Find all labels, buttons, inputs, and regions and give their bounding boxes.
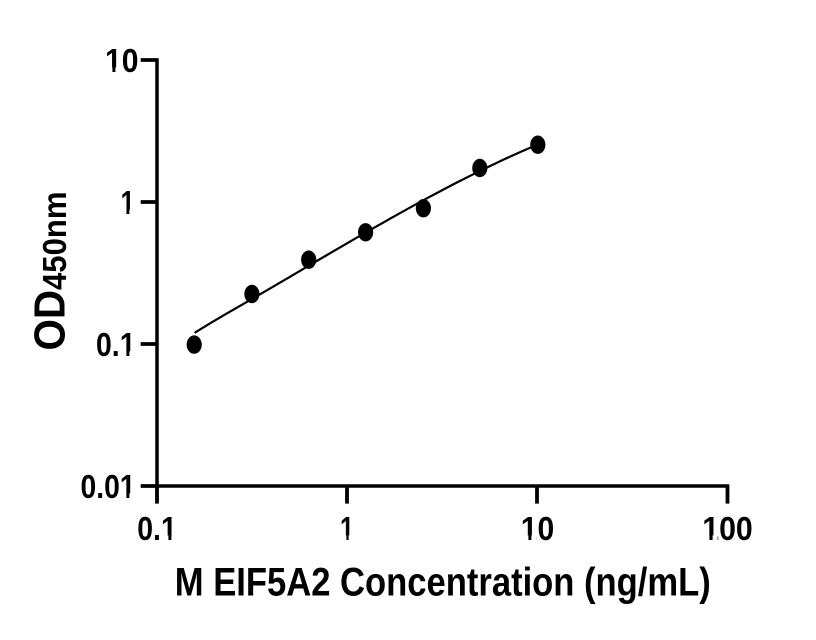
svg-text:10: 10 [105,43,139,80]
svg-text:1: 1 [121,185,135,222]
svg-text:0.01: 0.01 [81,469,136,506]
svg-text:100: 100 [702,511,753,548]
svg-text:1: 1 [340,511,354,548]
svg-text:10: 10 [521,511,555,548]
svg-text:0.1: 0.1 [96,327,136,364]
svg-text:0.1: 0.1 [137,511,177,548]
svg-text:M EIF5A2 Concentration (ng/mL): M EIF5A2 Concentration (ng/mL) [175,561,711,605]
